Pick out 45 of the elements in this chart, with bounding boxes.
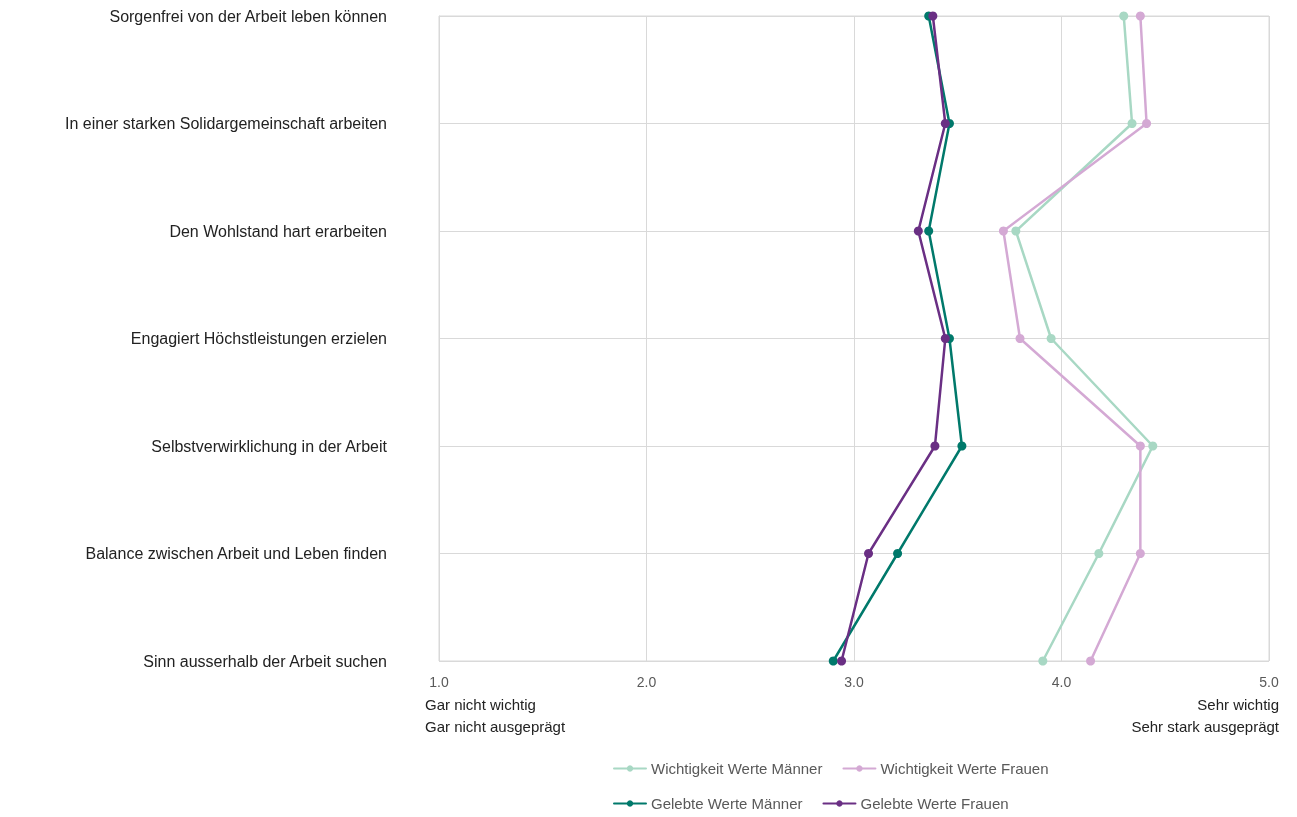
- y-tick-label: Engagiert Höchstleistungen erzielen: [130, 330, 387, 347]
- x-tick-label: 3.0: [844, 674, 864, 690]
- point: [837, 656, 847, 666]
- point: [924, 226, 934, 236]
- legend-label: Gelebte Werte Frauen: [860, 795, 1009, 812]
- y-tick-label: Sinn ausserhalb der Arbeit suchen: [143, 652, 387, 670]
- point: [913, 226, 923, 236]
- point: [1094, 549, 1104, 558]
- point: [864, 549, 874, 558]
- point: [1119, 11, 1129, 21]
- point: [1135, 11, 1145, 21]
- text: Gar nicht ausgeprägt: [425, 718, 566, 735]
- legend-label: Wichtigkeit Werte Frauen: [880, 760, 1049, 777]
- y-tick-label: Den Wohlstand hart erarbeiten: [169, 222, 387, 240]
- x-tick-label: 2.0: [636, 674, 657, 690]
- point: [1135, 549, 1145, 558]
- point: [928, 11, 938, 21]
- legend-label: Wichtigkeit Werte Männer: [651, 760, 823, 777]
- y-tick-label: Sorgenfrei von der Arbeit leben können: [109, 7, 387, 25]
- point: [828, 656, 838, 666]
- x-tick-label: 4.0: [1051, 674, 1072, 690]
- point: [1011, 226, 1021, 236]
- point: [957, 441, 967, 451]
- y-tick-label: In einer starken Solidargemeinschaft arbeiten: [65, 115, 387, 132]
- x-tick-label: 1.0: [429, 674, 449, 690]
- point: [1086, 656, 1096, 666]
- y-tick-label: Selbstverwirklichung in der Arbeit: [151, 437, 388, 455]
- point: [940, 334, 950, 343]
- point: [998, 226, 1008, 236]
- point: [893, 549, 903, 558]
- point: [1135, 441, 1145, 451]
- legend-label: Gelebte Werte Männer: [651, 795, 803, 812]
- point: [1038, 656, 1048, 666]
- text: Sehr wichtig: [1197, 696, 1279, 713]
- text: Gar nicht wichtig: [425, 696, 536, 713]
- point: [1148, 441, 1158, 451]
- point: [1015, 334, 1025, 343]
- point: [930, 441, 940, 451]
- point: [940, 119, 950, 128]
- point: [1127, 119, 1137, 128]
- y-tick-label: Balance zwischen Arbeit und Leben finden: [85, 545, 387, 562]
- text: Sehr stark ausgeprägt: [1131, 718, 1280, 735]
- point: [1046, 334, 1056, 343]
- point: [1142, 119, 1152, 128]
- x-tick-label: 5.0: [1259, 674, 1279, 690]
